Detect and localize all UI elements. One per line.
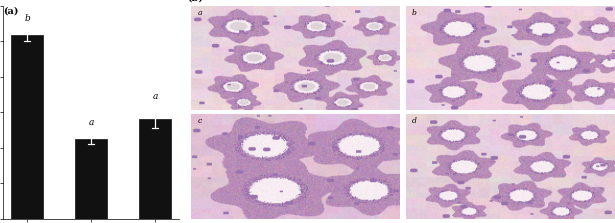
- Bar: [11, 35, 43, 219]
- Text: a: a: [89, 118, 94, 127]
- Text: (b): (b): [187, 0, 203, 2]
- Text: b: b: [412, 9, 417, 17]
- Text: (a): (a): [3, 7, 18, 16]
- Text: a: a: [153, 92, 158, 101]
- Text: a: a: [197, 9, 202, 17]
- Text: d: d: [412, 117, 417, 125]
- Text: c: c: [197, 117, 202, 125]
- Bar: [139, 119, 171, 219]
- Text: b: b: [24, 14, 30, 23]
- Bar: [75, 139, 107, 219]
